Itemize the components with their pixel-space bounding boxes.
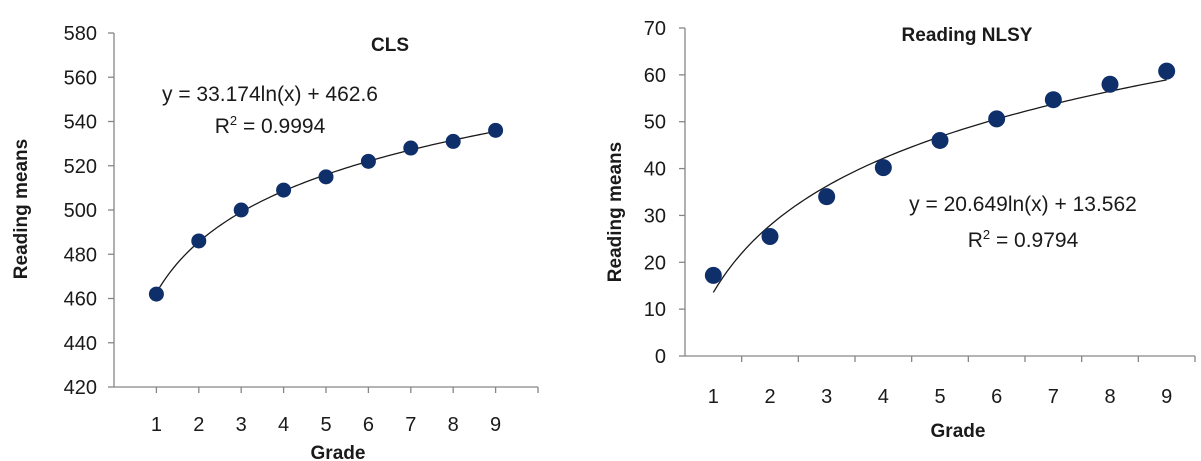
axes [108,32,539,393]
x-tick-label: 9 [1161,386,1172,408]
x-tick-label: 9 [490,414,501,436]
chart-title: Reading NLSY [902,25,1033,46]
data-point [988,110,1006,128]
y-axis-title: Reading means [11,139,32,279]
x-axis-title: Grade [311,443,366,461]
y-tick-label: 460 [64,289,97,311]
data-point [233,202,249,218]
x-tick-label: 2 [193,414,204,436]
axes [679,27,1196,362]
x-tick-labels: 1 2 3 4 5 6 7 8 9 [151,414,501,436]
data-point [191,233,207,249]
y-tick-labels: 420 440 460 480 500 520 540 560 580 [64,23,97,399]
x-tick-label: 6 [991,386,1002,408]
x-tick-label: 2 [764,386,775,408]
y-tick-label: 520 [64,156,97,178]
data-point [761,228,779,246]
x-tick-label: 7 [405,414,416,436]
x-tick-labels: 1 2 3 4 5 6 7 8 9 [708,386,1172,408]
y-tick-label: 540 [64,112,97,134]
chart-title: CLS [371,35,409,56]
y-tick-label: 0 [655,346,666,368]
y-axis-title: Reading means [605,142,626,282]
trendline-layer [712,79,1167,293]
y-tick-label: 30 [644,205,666,227]
trendline [712,79,1167,293]
r2-exponent: 2 [230,113,237,128]
y-tick-label: 440 [64,333,97,355]
y-tick-label: 70 [644,18,666,40]
r2-suffix: = 0.9794 [990,229,1078,252]
y-tick-label: 580 [64,23,97,45]
data-point [818,188,836,206]
y-tick-label: 20 [644,252,666,274]
chart-reading-nlsy: Reading NLSY 0 10 20 30 40 50 60 70 1 2 3 4 5 6 7 8 9 G… [605,18,1196,442]
data-point [360,153,376,169]
points-layer [148,122,504,302]
y-tick-label: 40 [644,159,666,181]
x-tick-label: 3 [236,414,247,436]
r2-prefix: R [215,115,230,138]
y-tick-label: 10 [644,299,666,321]
data-point [276,182,292,198]
x-tick-label: 8 [448,414,459,436]
data-point [1101,75,1119,93]
y-tick-label: 60 [644,65,666,87]
data-point [874,159,892,177]
r2-exponent: 2 [983,227,990,242]
data-point [1158,62,1176,80]
y-tick-label: 500 [64,200,97,222]
r-squared-label: R2 = 0.9794 [968,227,1079,252]
r2-prefix: R [968,229,983,252]
trend-equation: y = 20.649ln(x) + 13.562 [909,193,1137,216]
x-tick-label: 7 [1048,386,1059,408]
x-tick-label: 5 [320,414,331,436]
chart-cls: CLS 420 440 460 480 500 520 540 560 580 1 2 3 4 5 6 7 8… [11,23,539,461]
y-tick-label: 560 [64,67,97,89]
trendline-layer [155,130,496,294]
data-point [704,266,722,284]
trend-equation: y = 33.174ln(x) + 462.6 [162,83,378,106]
x-tick-label: 6 [363,414,374,436]
y-tick-labels: 0 10 20 30 40 50 60 70 [644,18,666,368]
r2-suffix: = 0.9994 [237,115,325,138]
points-layer [704,62,1176,284]
data-point [931,131,949,149]
data-point [403,140,419,156]
data-point [445,133,461,149]
trendline [155,130,496,294]
r-squared-label: R2 = 0.9994 [215,113,326,138]
x-tick-label: 3 [821,386,832,408]
data-point [318,169,334,185]
y-tick-label: 420 [64,377,97,399]
x-tick-label: 4 [278,414,289,436]
x-tick-label: 5 [934,386,945,408]
x-axis-title: Grade [931,421,986,442]
y-tick-label: 480 [64,244,97,266]
x-tick-label: 1 [708,386,719,408]
y-tick-label: 50 [644,112,666,134]
data-point [488,122,504,138]
x-tick-label: 4 [878,386,889,408]
x-tick-label: 8 [1104,386,1115,408]
data-point [1044,91,1062,109]
x-tick-label: 1 [151,414,162,436]
data-point [148,286,164,302]
